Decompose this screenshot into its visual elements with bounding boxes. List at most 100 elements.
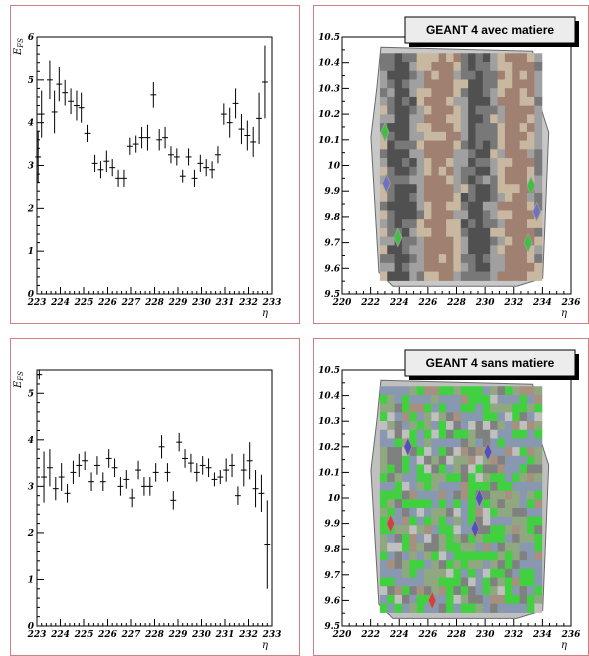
heatmap-cell	[409, 210, 418, 220]
heatmap-cell	[512, 577, 521, 587]
heatmap-cell	[424, 551, 432, 561]
heatmap-cell	[519, 516, 528, 526]
heatmap-cell	[497, 53, 506, 63]
heatmap-cell	[512, 227, 521, 238]
heatmap-cell	[526, 53, 535, 63]
heatmap-cell	[379, 438, 388, 448]
y-tick-label: 2	[27, 529, 34, 539]
y-tick-label: 10.3	[318, 84, 340, 94]
heatmap-cell	[387, 271, 396, 281]
heatmap-cell	[482, 429, 491, 440]
heatmap-cell	[446, 262, 455, 273]
heatmap-cell	[438, 105, 447, 115]
heatmap-cell	[519, 534, 528, 544]
heatmap-cell	[534, 219, 543, 229]
heatmap-cell	[431, 210, 440, 220]
heatmap-cell	[379, 201, 388, 212]
heatmap-cell	[482, 53, 491, 63]
heatmap-cell	[446, 79, 455, 89]
heatmap-cell	[475, 88, 484, 98]
heatmap-cell	[534, 586, 543, 596]
heatmap-cell	[379, 447, 388, 457]
heatmap-cell	[379, 534, 388, 544]
heatmap-cell	[409, 158, 418, 168]
heatmap-cell	[460, 499, 469, 509]
heatmap-cell	[446, 149, 455, 159]
heatmap-cell	[424, 131, 432, 142]
heatmap-cell	[416, 473, 425, 483]
y-tick-label: 10.1	[318, 468, 340, 478]
heatmap-cell	[453, 166, 462, 177]
heatmap-cell	[387, 79, 396, 89]
heatmap-cell	[482, 70, 491, 81]
heatmap-cell	[512, 386, 521, 396]
heatmap-cell	[438, 542, 447, 553]
heatmap-cell	[504, 490, 513, 500]
heatmap-cell	[438, 236, 447, 246]
heatmap-cell	[446, 577, 455, 587]
y-tick-label: 6	[28, 33, 35, 43]
heatmap-cell	[482, 88, 491, 98]
heatmap-cell	[497, 421, 506, 431]
heatmap-cell	[534, 262, 543, 273]
heatmap-cell	[416, 447, 425, 457]
heatmap-cell	[482, 105, 491, 115]
heatmap-cell	[482, 394, 491, 405]
heatmap-cell	[453, 464, 462, 474]
heatmap-cell	[424, 166, 432, 177]
heatmap-cell	[475, 394, 484, 405]
heatmap-spot	[427, 590, 437, 611]
heatmap-cell	[379, 114, 388, 124]
heatmap-cell	[453, 542, 462, 553]
heatmap-cell	[431, 166, 440, 177]
heatmap-cell	[431, 586, 440, 596]
heatmap-cell	[446, 507, 455, 518]
x-tick-label: 220	[332, 298, 353, 308]
heatmap-cell	[460, 140, 469, 150]
heatmap-cell	[497, 236, 506, 246]
heatmap-cell	[526, 455, 535, 466]
heatmap-cell	[519, 542, 528, 553]
heatmap-cell	[453, 586, 462, 596]
y-tick-label: 3	[28, 162, 34, 172]
heatmap-cell	[482, 131, 491, 142]
heatmap-cell	[490, 594, 499, 605]
heatmap-cell	[446, 551, 455, 561]
heatmap-cell	[438, 62, 447, 72]
heatmap-cell	[453, 262, 462, 273]
heatmap-cell	[526, 62, 535, 72]
heatmap-cell	[387, 245, 396, 255]
heatmap-cell	[379, 525, 388, 535]
heatmap-cell	[416, 79, 425, 89]
heatmap-cell	[519, 70, 528, 81]
heatmap-cell	[504, 62, 513, 72]
heatmap-cell	[453, 149, 462, 159]
heatmap-cell	[526, 140, 535, 150]
heatmap-cell	[379, 271, 388, 281]
heatmap-cell	[460, 236, 469, 246]
heatmap-cell	[519, 254, 528, 264]
heatmap-cell	[490, 105, 499, 115]
heatmap-cell	[438, 455, 447, 466]
heatmap-cell	[512, 175, 521, 185]
heatmap-cell	[446, 455, 455, 466]
heatmap-cell	[446, 123, 455, 133]
heatmap-cell	[424, 438, 432, 448]
heatmap-cell	[460, 158, 469, 168]
heatmap-cell	[438, 551, 447, 561]
heatmap-cell	[460, 96, 469, 107]
heatmap-cell	[401, 586, 410, 596]
heatmap-cell	[534, 184, 543, 194]
x-tick-label: 233	[262, 298, 282, 308]
heatmap-cell	[424, 227, 432, 238]
heatmap-cell	[497, 464, 506, 474]
heatmap-cell	[482, 481, 491, 492]
heatmap-cell	[519, 149, 528, 159]
heatmap-cell	[416, 429, 425, 440]
heatmap-cell	[379, 516, 388, 526]
heatmap-cell	[512, 594, 521, 605]
heatmap-cell	[379, 507, 388, 518]
heatmap-cell	[460, 254, 469, 264]
heatmap-cell	[519, 403, 528, 413]
heatmap-cell	[534, 473, 543, 483]
